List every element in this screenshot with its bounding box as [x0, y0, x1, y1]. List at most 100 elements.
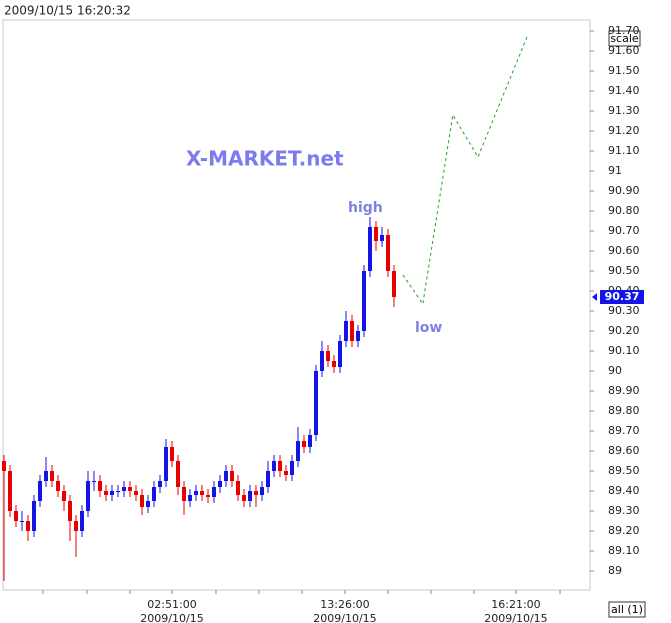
candle-body [98, 481, 103, 491]
y-tick-label: 89.90 [608, 384, 640, 397]
candle-body [278, 461, 283, 471]
candle-body [349, 321, 354, 341]
candle-body [56, 481, 61, 491]
y-tick-label: 89.30 [608, 504, 640, 517]
candle-body [301, 441, 306, 447]
y-tick-label: 89.40 [608, 484, 640, 497]
y-tick-label: 89.10 [608, 544, 640, 557]
candle-body [367, 227, 372, 271]
candle-body [379, 235, 384, 241]
annotation: high [348, 200, 383, 216]
timestamp: 2009/10/15 16:20:32 [4, 4, 131, 18]
y-tick-label: 90.60 [608, 244, 640, 257]
scale-button[interactable]: scale [608, 30, 641, 47]
y-tick-label: 91 [608, 164, 622, 177]
candle-body [373, 227, 378, 241]
candle-body [224, 471, 229, 481]
y-tick-label: 89.80 [608, 404, 640, 417]
candle-body [331, 361, 336, 367]
candle-body [62, 491, 67, 501]
candle-body [134, 491, 139, 495]
candle-body [128, 487, 133, 491]
candle-body [284, 471, 289, 475]
y-tick-label: 89 [608, 564, 622, 577]
candle-body [14, 511, 19, 521]
candle-body [8, 471, 13, 511]
candle-body [343, 321, 348, 341]
y-tick-label: 91.10 [608, 144, 640, 157]
candle-body [337, 341, 342, 367]
candle-body [296, 441, 300, 461]
candle-body [32, 501, 37, 531]
plot-border [2, 19, 591, 591]
candle-body [290, 461, 295, 475]
candle-body [260, 487, 265, 495]
candle-body [272, 461, 277, 471]
candle-body [38, 481, 43, 501]
candle-body [212, 487, 217, 497]
y-tick-label: 89.60 [608, 444, 640, 457]
y-tick-label: 89.50 [608, 464, 640, 477]
price-marker [592, 293, 597, 301]
candle-body [188, 495, 193, 501]
x-tick-date: 2009/10/15 [484, 612, 547, 623]
y-tick-label: 90.30 [608, 304, 640, 317]
candle-body [325, 351, 330, 361]
candle-body [236, 481, 241, 495]
candle-body [242, 495, 247, 501]
y-tick-label: 90.70 [608, 224, 640, 237]
button-frame [608, 30, 641, 47]
annotation: low [415, 320, 442, 336]
candle-body [182, 487, 187, 501]
x-tick-date: 2009/10/15 [140, 612, 203, 623]
candle-body [122, 487, 127, 491]
candle-body [361, 271, 366, 331]
x-tick-label: 13:26:00 [320, 598, 369, 611]
y-tick-label: 90.10 [608, 344, 640, 357]
candle-body [44, 471, 49, 481]
candle-body [266, 471, 271, 487]
candle-body [68, 501, 73, 521]
candle-body [80, 511, 85, 531]
candle-body [20, 521, 25, 522]
candle-body [218, 481, 223, 487]
candle-body [50, 471, 55, 481]
y-tick-label: 90.90 [608, 184, 640, 197]
candle-body [152, 487, 157, 501]
candle-body [200, 491, 205, 495]
button-label: all (1) [611, 603, 643, 616]
y-tick-label: 90.20 [608, 324, 640, 337]
y-tick-label: 90.80 [608, 204, 640, 217]
candle-body [206, 495, 211, 497]
candle-body [110, 491, 115, 495]
candle-body [355, 331, 360, 341]
candle-body [116, 491, 121, 492]
candle-body [230, 471, 235, 481]
y-tick-label: 91.30 [608, 104, 640, 117]
candle-body [140, 495, 145, 507]
forecast-line [402, 34, 529, 306]
candle-body [26, 521, 31, 531]
candle-body [170, 447, 175, 461]
y-tick-label: 91.70 [608, 24, 640, 37]
candle-body [164, 447, 169, 481]
price-label: 90.37 [605, 290, 640, 303]
button-label: scale [610, 32, 639, 45]
candle-body [313, 371, 318, 435]
candle-body [176, 461, 181, 487]
candle-body [146, 501, 151, 507]
candle-body [307, 435, 312, 447]
all-button[interactable]: all (1) [608, 601, 646, 618]
candle-body [86, 481, 91, 511]
x-tick-date: 2009/10/15 [313, 612, 376, 623]
candle-body [248, 491, 253, 501]
candle-body [158, 481, 163, 487]
candle-body [2, 461, 7, 471]
y-tick-label: 89.20 [608, 524, 640, 537]
x-tick-label: 02:51:00 [147, 598, 196, 611]
candle-body [74, 521, 79, 531]
y-tick-label: 91.50 [608, 64, 640, 77]
y-tick-label: 91.20 [608, 124, 640, 137]
